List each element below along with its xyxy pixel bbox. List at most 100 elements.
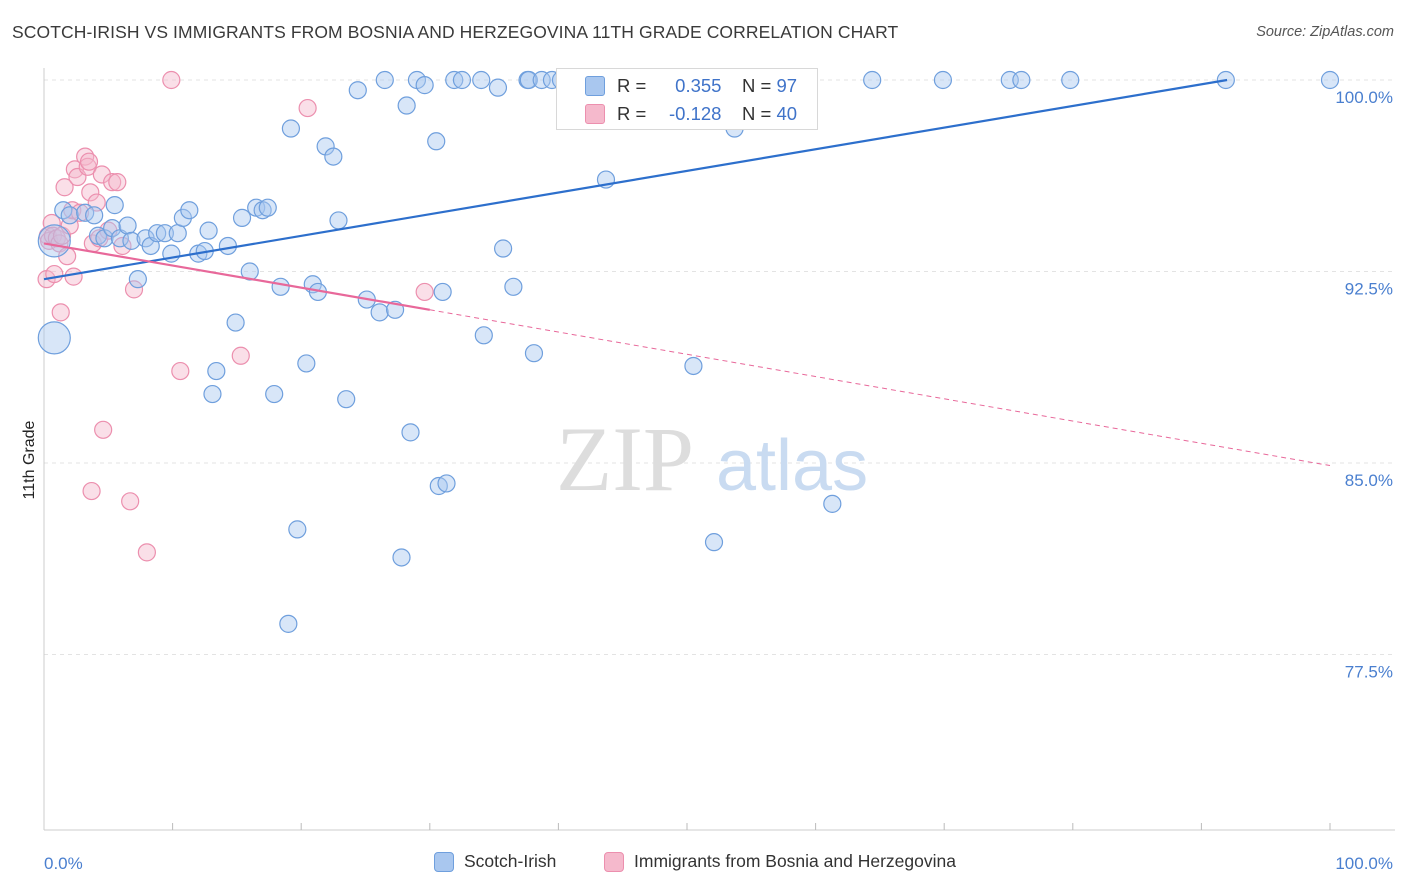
scotch-irish-point xyxy=(128,270,147,289)
scotch-irish-point xyxy=(348,81,367,100)
scotch-irish-point xyxy=(218,236,237,256)
scotch-irish-point xyxy=(148,224,167,243)
scotch-irish-point xyxy=(472,70,491,90)
scotch-irish-point xyxy=(1061,70,1080,90)
stats-n-label: N = xyxy=(742,75,772,96)
y-tick-label: 85.0% xyxy=(1345,471,1393,490)
scotch-irish-point xyxy=(863,70,882,90)
stats-r-value: 0.355 xyxy=(675,75,722,96)
scotch-irish-point xyxy=(397,96,416,115)
scotch-irish-point xyxy=(329,211,348,230)
y-tick-label: 100.0% xyxy=(1335,88,1393,107)
y-tick-labels: 100.0% 92.5% 85.0% 77.5% xyxy=(1335,88,1393,682)
legend-item-scotch-irish[interactable]: Scotch-Irish xyxy=(434,851,556,872)
bosnia-point xyxy=(121,492,140,511)
stats-n-value: 97 xyxy=(776,75,798,96)
bosnia-point xyxy=(79,152,99,171)
scotch-irish-point xyxy=(253,201,272,220)
scotch-irish-point xyxy=(199,221,218,240)
scotch-irish-point xyxy=(375,70,394,90)
scotch-irish-point xyxy=(324,147,343,166)
scotch-irish-point xyxy=(37,321,71,355)
chart-title: SCOTCH-IRISH VS IMMIGRANTS FROM BOSNIA A… xyxy=(12,22,899,42)
stats-legend: R = 0.355 N = 97 R = -0.128 N = 40 xyxy=(556,68,818,130)
scotch-irish-point xyxy=(271,277,290,296)
bosnia-point xyxy=(82,481,101,501)
scotch-irish-point xyxy=(933,70,953,90)
bosnia-point xyxy=(45,264,64,284)
bosnia-point xyxy=(415,282,434,302)
stats-swatch-scotch-irish xyxy=(585,76,605,96)
scotch-irish-point xyxy=(105,196,124,215)
scotch-irish-point xyxy=(401,423,420,442)
stats-row-bosnia: R = -0.128 N = 40 xyxy=(617,102,797,126)
scotch-irish-point xyxy=(504,277,523,296)
scotch-irish-point xyxy=(232,208,252,227)
legend-swatch-bosnia xyxy=(604,851,624,872)
legend-item-bosnia[interactable]: Immigrants from Bosnia and Herzegovina xyxy=(604,851,956,872)
bosnia-point xyxy=(137,543,156,562)
scotch-irish-point xyxy=(433,282,452,302)
bosnia-point xyxy=(231,346,250,365)
bosnia-point xyxy=(92,165,111,184)
y-tick-label: 92.5% xyxy=(1345,280,1393,299)
scotch-irish-point xyxy=(240,262,259,281)
bottom-legend: Scotch-Irish Immigrants from Bosnia and … xyxy=(0,851,1406,877)
scotch-irish-point xyxy=(427,132,446,151)
scotch-irish-point xyxy=(155,224,174,243)
bosnia-point xyxy=(51,303,70,322)
scotch-irish-point xyxy=(279,614,298,633)
bosnia-point xyxy=(94,420,113,439)
stats-swatch-bosnia xyxy=(585,104,605,124)
scotch-irish-point xyxy=(337,390,356,409)
bosnia-point xyxy=(124,280,144,299)
trend-lines xyxy=(43,78,1331,467)
bosnia-point xyxy=(64,267,83,286)
scotch-irish-point xyxy=(122,231,141,250)
scotch-irish-point xyxy=(823,494,842,513)
stats-n-label: N = xyxy=(742,103,772,124)
watermark: ZIP atlas xyxy=(556,408,868,510)
scotch-irish-point xyxy=(60,206,79,225)
scotch-irish-point xyxy=(415,76,434,95)
scotch-irish-point xyxy=(494,239,513,258)
bosnia-point xyxy=(81,183,100,202)
y-tick-label: 77.5% xyxy=(1345,663,1393,682)
scotch-irish-point xyxy=(37,224,71,258)
scotch-irish-trend-line xyxy=(43,78,1228,281)
stats-r-value: -0.128 xyxy=(668,103,722,124)
stats-n-value: 40 xyxy=(776,103,798,124)
scotch-irish-point xyxy=(316,137,335,156)
scotch-irish-point xyxy=(445,70,464,90)
scotch-irish-point xyxy=(392,548,411,567)
scotch-irish-point xyxy=(168,224,187,243)
scotch-irish-point xyxy=(265,384,284,404)
scotch-irish-point xyxy=(704,533,724,552)
legend-swatch-scotch-irish xyxy=(434,851,454,872)
x-tick-label-min: 0.0% xyxy=(44,854,83,873)
watermark-zip: ZIP xyxy=(556,408,694,510)
scotch-irish-point xyxy=(524,344,544,363)
bosnia-point xyxy=(162,70,181,90)
bosnia-point xyxy=(55,178,74,197)
scotch-irish-point xyxy=(288,520,307,539)
axes xyxy=(43,68,1395,831)
legend-label-bosnia: Immigrants from Bosnia and Herzegovina xyxy=(634,851,956,871)
scotch-irish-point xyxy=(180,201,199,220)
bosnia-trend-line xyxy=(43,242,430,311)
stats-r-label: R = xyxy=(617,103,647,124)
scotch-irish-point xyxy=(370,303,389,322)
scotch-irish-point xyxy=(1012,70,1031,90)
watermark-atlas: atlas xyxy=(716,426,868,506)
scotch-irish-point xyxy=(488,78,508,97)
y-axis-label: 11th Grade xyxy=(21,420,38,499)
scotch-irish-point xyxy=(103,218,122,238)
scotch-irish-point xyxy=(118,216,137,235)
scotch-irish-point xyxy=(85,206,104,225)
bosnia-point xyxy=(171,361,190,381)
x-tick-labels: 0.0% 100.0% xyxy=(44,854,1393,873)
scotch-irish-point xyxy=(519,70,538,90)
scotch-irish-point xyxy=(532,70,551,90)
scotch-irish-point xyxy=(203,384,222,404)
